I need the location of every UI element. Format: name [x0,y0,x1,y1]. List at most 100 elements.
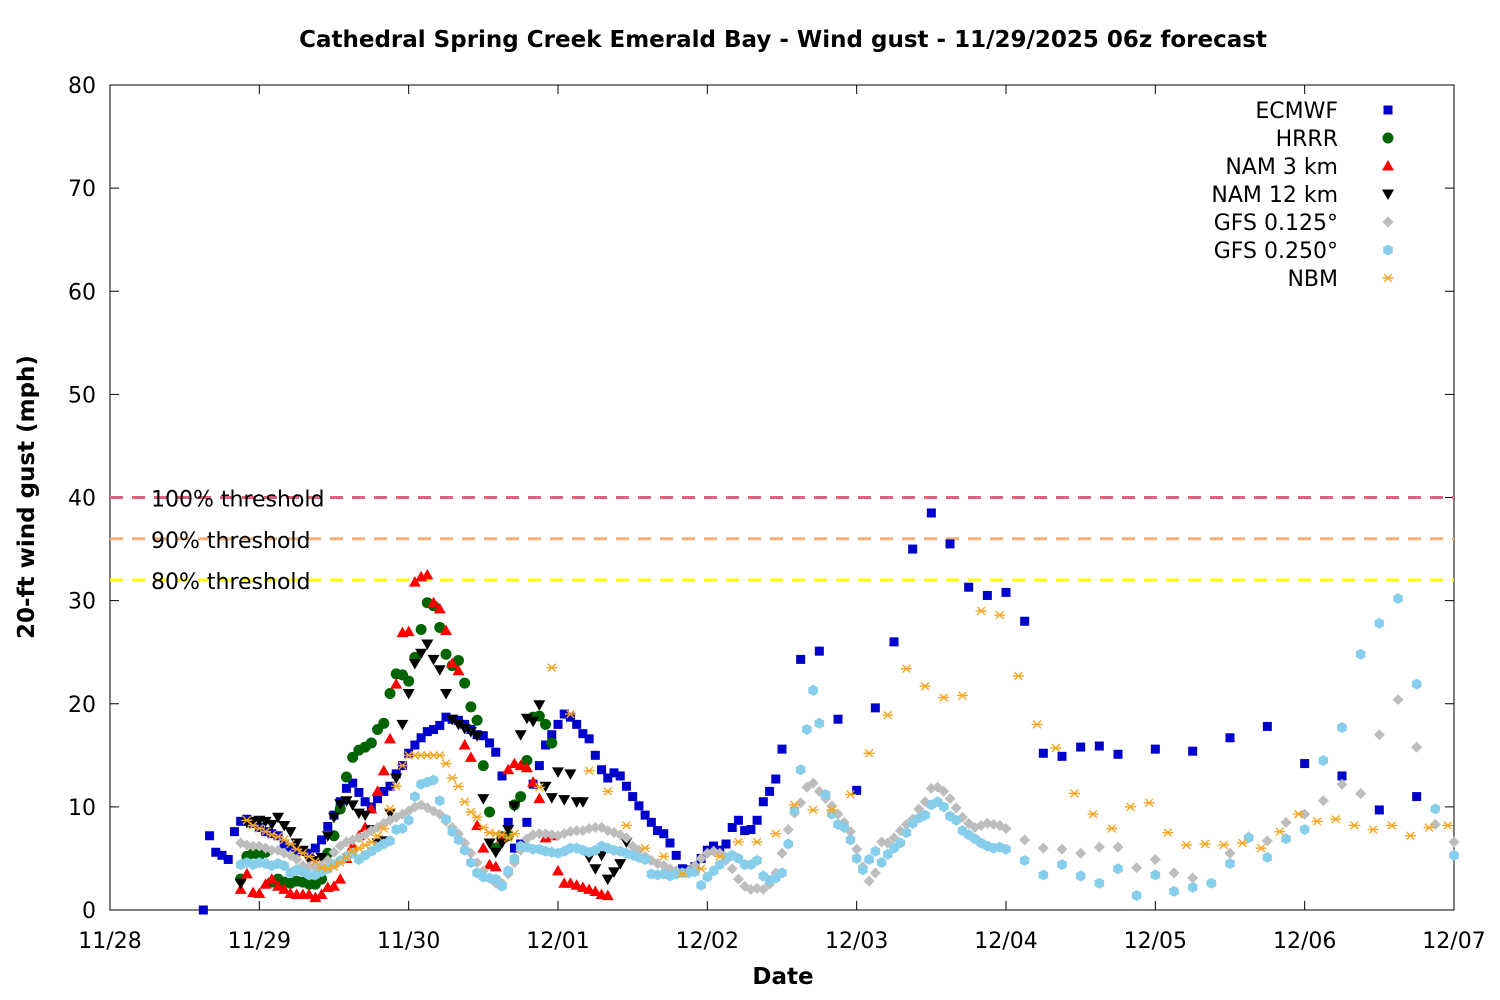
asterisk-stroke [1331,814,1341,824]
data-point [229,827,239,837]
data-point [889,637,899,647]
data-point [1124,802,1136,812]
data-point [1262,721,1272,731]
data-point [408,659,421,670]
data-point [640,854,650,865]
data-point [1442,821,1454,830]
data-point [459,844,470,856]
data-point [620,821,632,830]
data-point [589,822,601,833]
data-point [533,782,545,792]
data-point [403,675,415,687]
data-point [708,865,719,877]
data-point [634,801,644,811]
data-point [576,797,589,808]
data-point [839,822,849,833]
data-point [377,764,390,776]
asterisk-stroke [603,787,613,796]
data-point [241,815,253,825]
data-point [429,725,439,735]
data-point [378,717,390,729]
data-point [1274,827,1286,836]
data-point [1382,273,1394,283]
data-point [1281,833,1291,845]
asterisk-stroke [385,804,395,814]
data-point [390,781,402,791]
data-point [328,880,340,891]
data-point [727,823,737,832]
asterisk-stroke [472,812,482,822]
data-point [883,848,893,860]
data-point [1075,847,1087,859]
data-point [296,845,309,857]
data-point [1168,867,1180,879]
data-point [247,840,259,852]
data-point [223,854,233,864]
data-point [483,838,496,849]
data-point [1449,849,1459,861]
data-point [1404,831,1416,841]
data-point [334,799,347,810]
data-point [1094,877,1105,889]
data-point [559,709,569,719]
data-point [565,712,575,722]
y-tick-label: 20 [68,693,96,718]
data-point [1188,746,1198,756]
data-point [994,610,1006,620]
data-point [359,810,372,822]
asterisk-stroke [379,824,389,833]
data-point [458,724,471,735]
data-point [870,845,881,857]
data-point [1094,741,1104,751]
data-point [1199,839,1211,849]
data-point [938,785,950,797]
asterisk-stroke [790,800,799,810]
asterisk-stroke [846,790,855,799]
data-point [459,797,471,807]
data-point [502,833,514,843]
asterisk-stroke [1051,743,1061,753]
data-point [895,837,905,849]
data-point [982,590,992,600]
legend-label: HRRR [1276,127,1338,152]
data-point [1383,244,1393,256]
data-point [546,663,558,673]
data-point [422,727,432,737]
data-point [385,835,395,847]
x-tick-label: 12/01 [526,929,589,954]
data-point [458,739,471,750]
asterisk-stroke [1219,840,1229,850]
data-point [1113,863,1123,875]
data-point [833,714,843,724]
data-point [340,796,353,807]
data-point [944,793,956,805]
data-point [234,878,247,890]
asterisk-stroke [422,750,432,760]
data-point [919,681,931,691]
data-point [408,576,421,587]
data-point [533,828,545,840]
asterisk-stroke [827,805,837,815]
data-point [265,819,278,831]
data-point [440,759,452,768]
data-point [466,857,476,869]
data-point [1162,828,1174,838]
data-point [609,768,619,778]
data-point [334,873,347,884]
data-point [471,812,483,822]
x-tick-label: 12/04 [974,929,1037,954]
data-point [533,700,546,711]
data-point [1038,869,1049,881]
data-point [870,703,880,713]
data-point [695,864,707,874]
data-point [938,693,950,702]
data-point [1038,748,1048,758]
data-point [328,862,340,872]
data-point [1448,836,1460,848]
asterisk-stroke [1144,798,1154,808]
data-point [278,820,291,832]
y-tick-label: 70 [68,177,96,202]
data-point [1012,671,1024,681]
data-point [317,835,327,845]
